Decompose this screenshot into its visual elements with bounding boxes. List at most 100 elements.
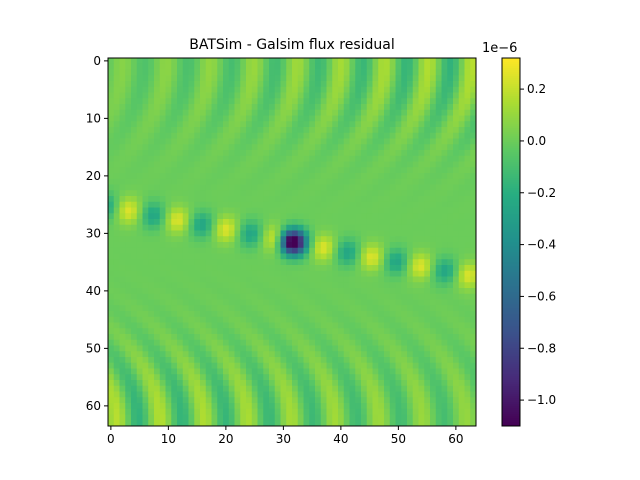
colorbar-step xyxy=(502,116,520,119)
heatmap-cell xyxy=(182,178,189,185)
heatmap-cell xyxy=(378,420,385,427)
colorbar-step xyxy=(502,422,520,425)
heatmap-cell xyxy=(320,75,327,82)
heatmap-cell xyxy=(361,265,368,272)
colorbar-step xyxy=(502,128,520,131)
heatmap-cell xyxy=(447,305,454,312)
heatmap-cell xyxy=(200,316,207,323)
heatmap-cell xyxy=(136,104,143,111)
heatmap-cell xyxy=(366,374,373,381)
heatmap-cell xyxy=(165,144,172,151)
heatmap-cell xyxy=(223,259,230,266)
heatmap-cell xyxy=(464,357,471,364)
heatmap-cell xyxy=(211,155,218,162)
heatmap-cell xyxy=(349,155,356,162)
heatmap-cell xyxy=(280,98,287,105)
heatmap-cell xyxy=(458,75,465,82)
heatmap-cell xyxy=(424,190,431,197)
heatmap-cell xyxy=(217,184,224,191)
heatmap-cell xyxy=(257,144,264,151)
heatmap-cell xyxy=(286,328,293,335)
heatmap-cell xyxy=(211,236,218,243)
heatmap-cell xyxy=(441,224,448,231)
heatmap-cell xyxy=(286,288,293,295)
heatmap-cell xyxy=(378,357,385,364)
heatmap-cell xyxy=(309,219,316,226)
heatmap-cell xyxy=(251,161,258,168)
heatmap-cell xyxy=(113,230,120,237)
heatmap-cell xyxy=(464,150,471,157)
heatmap-cell xyxy=(257,58,264,65)
heatmap-cell xyxy=(194,328,201,335)
heatmap-cell xyxy=(303,397,310,404)
heatmap-cell xyxy=(177,115,184,122)
heatmap-cell xyxy=(315,109,322,116)
heatmap-cell xyxy=(332,282,339,289)
heatmap-cell xyxy=(108,311,115,318)
heatmap-cell xyxy=(292,201,299,208)
heatmap-cell xyxy=(326,196,333,203)
heatmap-cell xyxy=(384,75,391,82)
heatmap-cell xyxy=(384,351,391,358)
heatmap-cell xyxy=(384,311,391,318)
heatmap-cell xyxy=(280,362,287,369)
heatmap-cell xyxy=(309,380,316,387)
heatmap-cell xyxy=(205,391,212,398)
heatmap-cell xyxy=(326,242,333,249)
heatmap-cell xyxy=(108,339,115,346)
heatmap-cell xyxy=(246,86,253,93)
heatmap-cell xyxy=(205,362,212,369)
heatmap-cell xyxy=(182,138,189,145)
heatmap-cell xyxy=(464,322,471,329)
heatmap-cell xyxy=(177,69,184,76)
heatmap-cell xyxy=(125,397,132,404)
heatmap-cell xyxy=(464,368,471,375)
heatmap-cell xyxy=(234,351,241,358)
heatmap-cell xyxy=(292,127,299,134)
colorbar-step xyxy=(502,144,520,147)
heatmap-cell xyxy=(424,322,431,329)
heatmap-cell xyxy=(205,368,212,375)
heatmap-cell xyxy=(182,132,189,139)
heatmap-cell xyxy=(257,63,264,70)
heatmap-cell xyxy=(395,81,402,88)
heatmap-cell xyxy=(343,293,350,300)
heatmap-cell xyxy=(240,397,247,404)
heatmap-cell xyxy=(395,276,402,283)
heatmap-cell xyxy=(407,201,414,208)
heatmap-cell xyxy=(251,242,258,249)
heatmap-cell xyxy=(418,322,425,329)
heatmap-cell xyxy=(441,385,448,392)
heatmap-cell xyxy=(441,362,448,369)
heatmap-cell xyxy=(309,265,316,272)
colorbar-step xyxy=(502,318,520,321)
heatmap-cell xyxy=(125,63,132,70)
heatmap-cell xyxy=(257,104,264,111)
heatmap-cell xyxy=(292,155,299,162)
heatmap-cell xyxy=(217,144,224,151)
heatmap-cell xyxy=(119,69,126,76)
heatmap-cell xyxy=(315,380,322,387)
heatmap-cell xyxy=(355,299,362,306)
heatmap-cell xyxy=(309,127,316,134)
heatmap-cell xyxy=(343,219,350,226)
heatmap-cell xyxy=(119,190,126,197)
heatmap-cell xyxy=(407,161,414,168)
heatmap-cell xyxy=(458,109,465,116)
heatmap-cell xyxy=(292,247,299,254)
heatmap-cell xyxy=(257,368,264,375)
heatmap-cell xyxy=(424,293,431,300)
heatmap-cell xyxy=(269,282,276,289)
heatmap-cell xyxy=(297,311,304,318)
heatmap-cell xyxy=(361,305,368,312)
heatmap-cell xyxy=(407,259,414,266)
heatmap-cell xyxy=(269,184,276,191)
heatmap-cell xyxy=(217,322,224,329)
heatmap-cell xyxy=(119,414,126,421)
heatmap-cell xyxy=(125,362,132,369)
heatmap-cell xyxy=(326,150,333,157)
heatmap-cell xyxy=(349,138,356,145)
colorbar-step xyxy=(502,226,520,229)
heatmap-cell xyxy=(458,357,465,364)
colorbar-step xyxy=(502,378,520,381)
